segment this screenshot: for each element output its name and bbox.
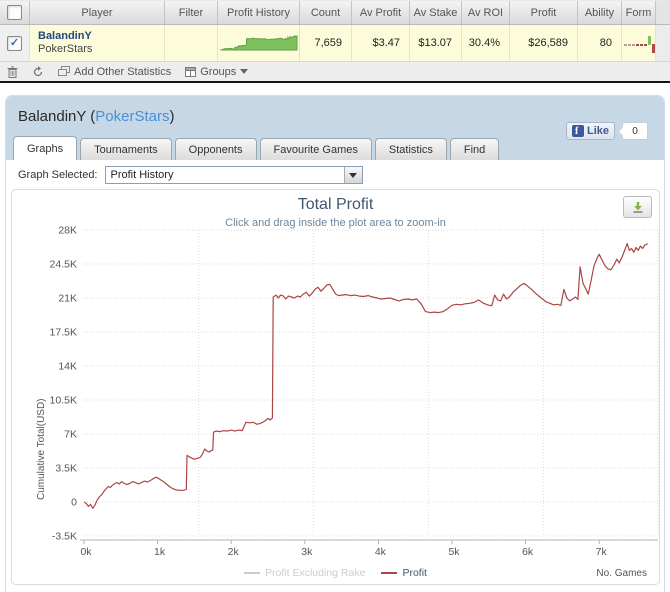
add-other-statistics-label: Add Other Statistics [74, 65, 172, 78]
download-icon [633, 201, 642, 213]
facebook-like-label: Like [586, 125, 609, 137]
groups-caret-icon [240, 69, 249, 74]
svg-text:0: 0 [71, 497, 77, 509]
tab-statistics[interactable]: Statistics [374, 138, 447, 160]
player-name-link[interactable]: BalandinY [38, 30, 92, 42]
x-axis-title: No. Games [596, 568, 647, 579]
chevron-down-icon [349, 172, 357, 178]
dropdown-arrow-button[interactable] [343, 167, 362, 183]
svg-text:1k: 1k [154, 546, 166, 558]
header-filler [656, 1, 670, 24]
row-checkbox[interactable]: ✓ [7, 35, 22, 51]
tab-find[interactable]: Find [449, 138, 500, 160]
row-select-cell: ✓ [0, 25, 30, 61]
facebook-like-count: 0 [622, 122, 648, 140]
groups-icon [185, 66, 197, 77]
groups-label: Groups [200, 65, 237, 78]
tab-opponents[interactable]: Opponents [174, 138, 257, 160]
svg-text:14K: 14K [58, 361, 77, 373]
svg-text:7K: 7K [64, 429, 77, 441]
av-roi-value: 30.4% [462, 25, 510, 61]
svg-text:0k: 0k [80, 546, 92, 558]
svg-text:21K: 21K [58, 293, 77, 305]
svg-text:-3.5K: -3.5K [52, 531, 77, 543]
col-header-av-stake[interactable]: Av Stake [410, 1, 462, 24]
header-select-all[interactable] [0, 1, 30, 24]
page-title: BalandinY (PokerStars) [18, 108, 175, 125]
legend-item-profit[interactable]: Profit [381, 567, 427, 579]
svg-text:4k: 4k [375, 546, 387, 558]
legend-item-profit-excluding-rake[interactable]: Profit Excluding Rake [244, 567, 365, 579]
add-statistics-icon [58, 66, 70, 76]
export-chart-button[interactable] [623, 196, 652, 218]
profit-value: $26,589 [510, 25, 578, 61]
graph-select-row: Graph Selected: Profit History [6, 160, 664, 184]
profit-chart-container: Total Profit Click and drag inside the p… [11, 189, 660, 585]
y-axis-title: Cumulative Total(USD) [36, 398, 47, 500]
svg-text:24.5K: 24.5K [50, 259, 77, 271]
refresh-button[interactable] [32, 65, 44, 78]
player-panel: BalandinY (PokerStars) f Like 0 Graphs T… [5, 95, 665, 592]
graph-select-dropdown[interactable]: Profit History [104, 166, 363, 184]
filter-cell [165, 25, 218, 61]
col-header-form[interactable]: Form [622, 1, 656, 24]
tab-tournaments[interactable]: Tournaments [80, 138, 172, 160]
tab-bar: Graphs Tournaments Opponents Favourite G… [13, 136, 500, 160]
groups-button[interactable]: Groups [185, 65, 249, 78]
results-grid-header: Player Filter Profit History Count Av Pr… [0, 0, 670, 25]
form-cell [622, 25, 656, 61]
col-header-profit[interactable]: Profit [510, 1, 578, 24]
player-site-label: PokerStars [38, 43, 93, 55]
graph-selected-label: Graph Selected: [18, 169, 98, 181]
svg-text:6k: 6k [522, 546, 534, 558]
delete-button[interactable] [7, 66, 18, 78]
col-header-av-roi[interactable]: Av ROI [462, 1, 510, 24]
grid-toolbar: Add Other Statistics Groups [0, 62, 670, 83]
legend-dash-gray [244, 572, 261, 574]
svg-text:28K: 28K [58, 225, 77, 237]
chart-legend: Profit Excluding Rake Profit [12, 567, 659, 579]
svg-text:5k: 5k [448, 546, 460, 558]
graph-selected-value: Profit History [110, 169, 174, 181]
col-header-profit-history[interactable]: Profit History [218, 1, 300, 24]
facebook-icon: f [571, 125, 584, 137]
svg-text:3k: 3k [301, 546, 313, 558]
col-header-ability[interactable]: Ability [578, 1, 622, 24]
refresh-icon [33, 65, 43, 76]
col-header-filter[interactable]: Filter [165, 1, 218, 24]
facebook-like-widget: f Like 0 [565, 122, 648, 140]
svg-text:2k: 2k [228, 546, 240, 558]
chart-title: Total Profit [297, 196, 374, 213]
col-header-player[interactable]: Player [30, 1, 165, 24]
svg-text:3.5K: 3.5K [55, 463, 77, 475]
trash-icon [7, 66, 18, 78]
profit-history-cell [218, 25, 300, 61]
chart-subtitle: Click and drag inside the plot area to z… [225, 217, 446, 229]
table-row[interactable]: ✓ BalandinY PokerStars 7,659 $3.47 $13.0… [0, 25, 670, 62]
col-header-count[interactable]: Count [300, 1, 352, 24]
count-value: 7,659 [300, 25, 352, 61]
col-header-av-profit[interactable]: Av Profit [352, 1, 410, 24]
svg-text:17.5K: 17.5K [50, 327, 77, 339]
svg-text:7k: 7k [596, 546, 608, 558]
results-grid: Player Filter Profit History Count Av Pr… [0, 0, 670, 83]
add-other-statistics-button[interactable]: Add Other Statistics [58, 66, 171, 78]
tab-favourite-games[interactable]: Favourite Games [259, 138, 372, 160]
select-all-checkbox[interactable] [7, 5, 22, 20]
facebook-like-button[interactable]: f Like [565, 122, 615, 140]
svg-text:10.5K: 10.5K [50, 395, 77, 407]
tab-graphs[interactable]: Graphs [13, 136, 78, 160]
av-stake-value: $13.07 [410, 25, 462, 61]
title-site-name: PokerStars [95, 108, 170, 125]
row-filler [656, 25, 670, 61]
panel-header: BalandinY (PokerStars) f Like 0 Graphs T… [6, 96, 664, 160]
av-profit-value: $3.47 [352, 25, 410, 61]
title-player-name: BalandinY [18, 108, 87, 125]
form-sparkline [624, 36, 655, 53]
profit-history-sparkline[interactable] [220, 34, 298, 52]
profit-chart-plot-area[interactable]: 0k 1k 2k 3k 4k 5k 6k 7k -3.5K 0 3.5K 7K 10.5K 14K 17.5… [12, 190, 660, 584]
legend-dash-red [381, 572, 398, 574]
ability-value: 80 [578, 25, 622, 61]
player-cell: BalandinY PokerStars [30, 25, 165, 61]
